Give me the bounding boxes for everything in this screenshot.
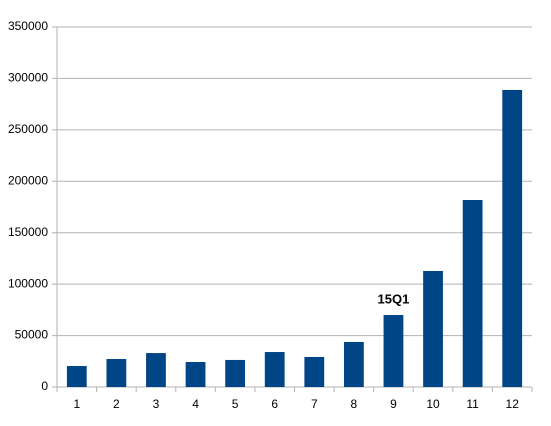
x-tick-label: 1 [73,397,80,411]
x-tick-label: 9 [390,397,397,411]
bar [383,315,404,387]
bar [225,359,246,387]
bar [185,362,206,387]
x-tick-label: 10 [426,397,440,411]
bar [146,353,166,387]
x-tick-label: 12 [506,397,520,411]
y-tick-label: 100000 [8,276,48,290]
y-tick-label: 150000 [8,225,48,239]
y-tick-label: 50000 [15,328,49,342]
bar [502,89,523,387]
bar [343,341,364,387]
bar [106,359,127,387]
x-tick-label: 7 [311,397,318,411]
bar [264,352,285,387]
x-tick-label: 2 [113,397,120,411]
bar [423,270,443,387]
y-tick-label: 350000 [8,19,48,33]
x-tick-label: 4 [192,397,199,411]
y-tick-label: 0 [41,379,48,393]
bar [66,366,87,387]
y-tick-label: 300000 [8,71,48,85]
x-tick-label: 5 [232,397,239,411]
x-tick-label: 8 [351,397,358,411]
y-tick-label: 250000 [8,122,48,136]
annotation: 15Q1 [378,291,410,306]
bar [304,356,325,387]
x-tick-label: 11 [466,397,479,411]
y-tick-label: 200000 [8,173,48,187]
x-tick-label: 3 [153,397,160,411]
bar [462,200,483,387]
x-tick-label: 6 [271,397,278,411]
